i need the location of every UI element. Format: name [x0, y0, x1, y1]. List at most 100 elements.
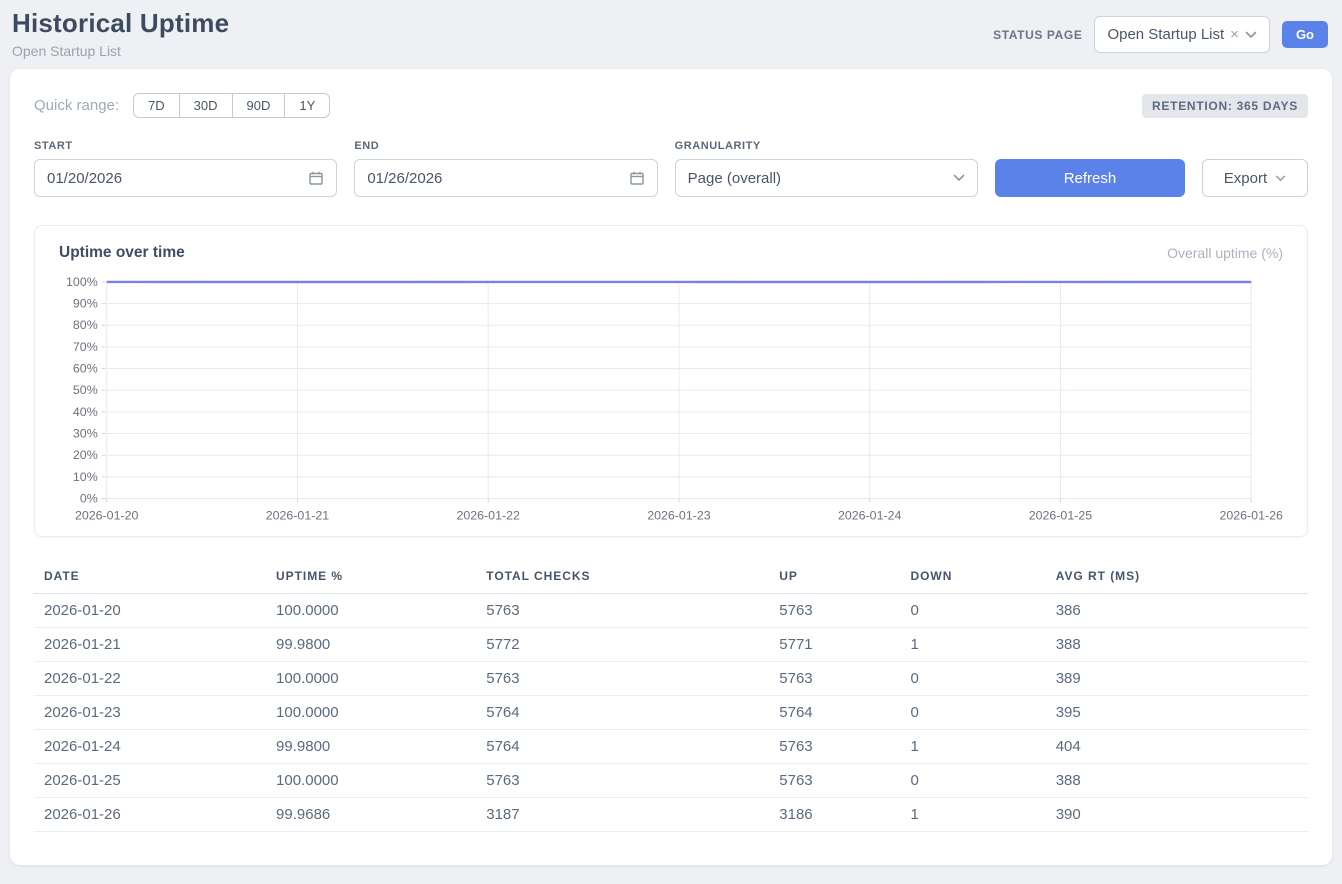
start-date-value: 01/20/2026 [47, 169, 123, 187]
y-tick-label: 10% [73, 470, 98, 484]
table-cell: 100.0000 [276, 763, 487, 799]
go-button[interactable]: Go [1281, 21, 1328, 48]
table-cell: 100.0000 [276, 593, 487, 629]
table-cell: 5763 [486, 593, 780, 629]
table-cell: 99.9686 [276, 797, 487, 833]
column-header: DATE [34, 563, 277, 595]
table-cell: 3187 [486, 797, 780, 833]
table-cell: 2026-01-23 [34, 695, 277, 731]
y-tick-label: 20% [73, 448, 98, 462]
table-cell: 0 [910, 763, 1056, 799]
quick-range-7d[interactable]: 7D [133, 93, 180, 118]
granularity-value: Page (overall) [687, 169, 782, 187]
table-cell: 3186 [779, 797, 911, 833]
table-cell: 1 [910, 797, 1056, 833]
y-tick-label: 70% [73, 340, 98, 354]
table-cell: 1 [910, 729, 1056, 765]
table-row: 2026-01-25 100.0000 5763 5763 0 388 [34, 763, 1308, 799]
table-cell: 2026-01-26 [34, 797, 277, 833]
table-cell: 5763 [779, 593, 911, 629]
y-tick-label: 80% [73, 318, 98, 332]
start-date-input[interactable]: 01/20/2026 [34, 159, 338, 197]
table-cell: 2026-01-24 [34, 729, 277, 765]
y-tick-label: 30% [73, 427, 98, 441]
quick-range-30d[interactable]: 30D [179, 93, 233, 118]
x-tick-label: 2026-01-23 [647, 508, 711, 522]
quick-range-90d[interactable]: 90D [232, 93, 286, 118]
table-cell: 388 [1055, 763, 1308, 799]
table-body: 2026-01-20 100.0000 5763 5763 0 386 2026-01-21… [34, 593, 1308, 833]
y-tick-label: 0% [80, 491, 98, 505]
y-tick-label: 100% [66, 275, 98, 289]
table-cell: 5764 [779, 695, 911, 731]
quick-range-1y[interactable]: 1Y [285, 93, 331, 118]
table-cell: 99.9800 [276, 627, 487, 663]
table-row: 2026-01-21 99.9800 5772 5771 1 388 [34, 627, 1308, 663]
column-header: AVG RT (MS) [1055, 563, 1308, 595]
page-title: Historical Uptime [12, 8, 230, 38]
column-header: DOWN [910, 563, 1056, 595]
table-cell: 5763 [486, 763, 780, 799]
uptime-line-chart: 0% 10% 20% 30% 40% 50% 60% 70% 80% 90% 100% 2026-01… [66, 275, 1283, 522]
table-cell: 0 [910, 593, 1056, 629]
table-cell: 389 [1055, 661, 1308, 697]
granularity-label: GRANULARITY [674, 140, 761, 152]
table-row: 2026-01-26 99.9686 3187 3186 1 390 [34, 797, 1308, 833]
table-cell: 5763 [779, 729, 911, 765]
quick-range-buttons: 7D 30D 90D 1Y [133, 93, 331, 118]
quick-range-group: Quick range: 7D 30D 90D 1Y [34, 93, 331, 118]
y-tick-label: 40% [73, 405, 98, 419]
table-cell: 5763 [486, 661, 780, 697]
uptime-chart-card: Uptime over time Overall uptime (%) 0% 10… [34, 225, 1308, 538]
refresh-button[interactable]: Refresh [994, 159, 1185, 197]
page-header: Historical Uptime Open Startup List STAT… [0, 0, 1342, 65]
table-row: 2026-01-23 100.0000 5764 5764 0 395 [34, 695, 1308, 731]
chart-title: Uptime over time [59, 244, 185, 261]
column-header: TOTAL CHECKS [486, 563, 780, 595]
chart-header: Uptime over time Overall uptime (%) [59, 244, 1283, 262]
export-button[interactable]: Export [1201, 159, 1308, 197]
table-cell: 404 [1055, 729, 1308, 765]
column-header: UPTIME % [276, 563, 487, 595]
chevron-down-icon [1275, 175, 1286, 182]
table-cell: 5772 [486, 627, 780, 663]
x-tick-label: 2026-01-26 [1219, 508, 1283, 522]
status-page-select-value: Open Startup List [1107, 26, 1225, 43]
calendar-icon[interactable] [308, 170, 324, 186]
header-right: STATUS PAGE Open Startup List × Go [993, 16, 1328, 53]
table-cell: 0 [910, 695, 1056, 731]
x-tick-label: 2026-01-25 [1029, 508, 1093, 522]
clear-icon[interactable]: × [1230, 26, 1239, 43]
y-tick-label: 90% [73, 297, 98, 311]
granularity-select[interactable]: Page (overall) [674, 159, 978, 197]
top-row: Quick range: 7D 30D 90D 1Y RETENTION: 365 D… [34, 93, 1308, 118]
column-header: UP [779, 563, 911, 595]
calendar-icon[interactable] [629, 170, 645, 186]
table-row: 2026-01-24 99.9800 5764 5763 1 404 [34, 729, 1308, 765]
end-date-input[interactable]: 01/26/2026 [354, 159, 658, 197]
table-row: 2026-01-22 100.0000 5763 5763 0 389 [34, 661, 1308, 697]
chart-legend: Overall uptime (%) [1167, 245, 1283, 261]
export-button-label: Export [1223, 169, 1268, 187]
status-page-select[interactable]: Open Startup List × [1094, 16, 1270, 53]
quick-range-label: Quick range: [34, 97, 120, 114]
table-cell: 99.9800 [276, 729, 487, 765]
page-subtitle: Open Startup List [12, 43, 121, 59]
table-cell: 100.0000 [276, 661, 487, 697]
main-panel: Quick range: 7D 30D 90D 1Y RETENTION: 365 D… [10, 69, 1332, 865]
end-field-group: END 01/26/2026 [354, 140, 658, 197]
table-cell: 386 [1055, 593, 1308, 629]
table-cell: 2026-01-25 [34, 763, 277, 799]
granularity-field-group: GRANULARITY Page (overall) [674, 140, 978, 197]
y-tick-label: 60% [73, 362, 98, 376]
end-date-value: 01/26/2026 [367, 169, 443, 187]
table-cell: 390 [1055, 797, 1308, 833]
chevron-down-icon [1245, 31, 1257, 39]
table-cell: 2026-01-22 [34, 661, 277, 697]
table-cell: 0 [910, 661, 1056, 697]
table-cell: 2026-01-21 [34, 627, 277, 663]
table-cell: 2026-01-20 [34, 593, 277, 629]
table-cell: 100.0000 [276, 695, 487, 731]
y-tick-label: 50% [73, 383, 98, 397]
table-cell: 5764 [486, 695, 780, 731]
